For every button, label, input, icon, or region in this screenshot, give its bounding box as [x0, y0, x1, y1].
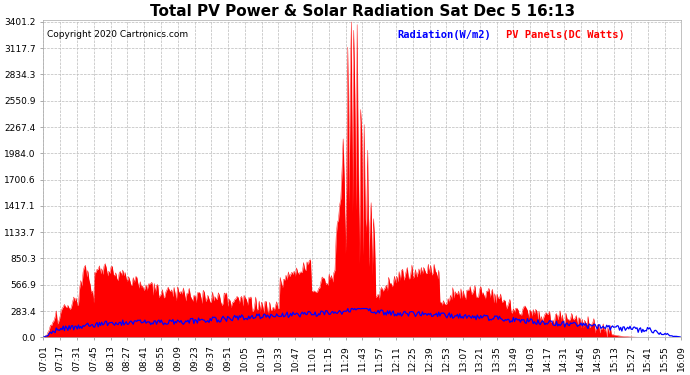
Text: Radiation(W/m2): Radiation(W/m2) [397, 30, 491, 40]
Title: Total PV Power & Solar Radiation Sat Dec 5 16:13: Total PV Power & Solar Radiation Sat Dec… [150, 4, 575, 19]
Text: Copyright 2020 Cartronics.com: Copyright 2020 Cartronics.com [47, 30, 188, 39]
Text: PV Panels(DC Watts): PV Panels(DC Watts) [506, 30, 624, 40]
